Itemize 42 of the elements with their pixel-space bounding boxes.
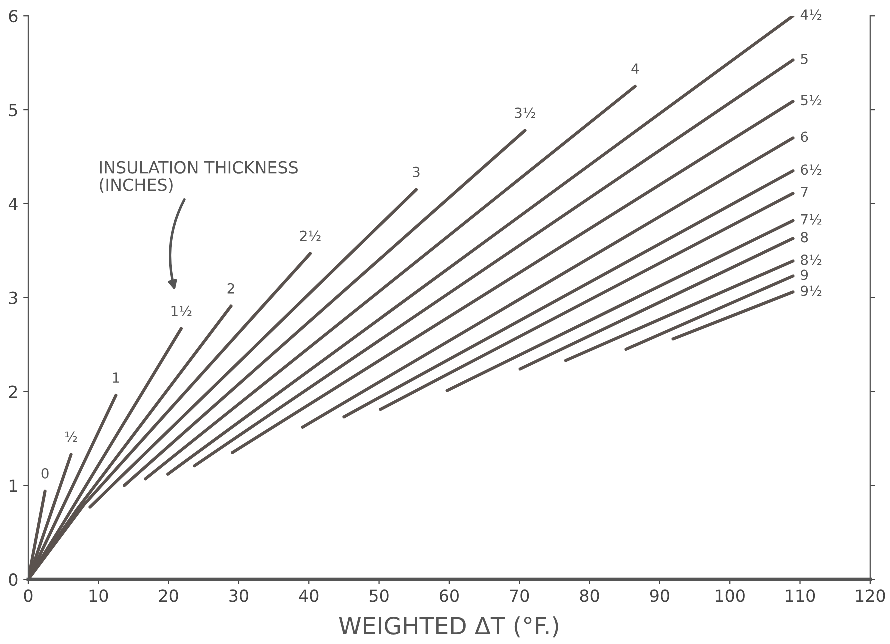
series-label: 3 [413,166,420,178]
series-label: 8½ [801,254,822,266]
y-tick-label: 4 [8,198,18,210]
series-label: 1 [113,372,120,383]
x-tick-label: 60 [440,590,459,602]
x-tick-label: 100 [716,590,745,602]
x-tick-label: 30 [230,590,248,602]
x-axis-title: WEIGHTED ΔT (°F.) [339,616,558,638]
series-label: 1½ [172,306,192,316]
y-tick-label: 2 [9,386,18,398]
series-label: 6 [801,132,808,142]
y-tick-label: 6 [9,10,18,23]
y-tick-label: 0 [9,574,18,586]
x-tick-label: 20 [159,590,178,602]
series-label: 7½ [801,214,822,225]
series-label: 4½ [800,10,822,20]
series-label: 4 [632,64,640,74]
x-tick-label: 90 [650,590,670,602]
annotation: INSULATION THICKNESS (INCHES) [100,161,298,194]
series-label: 9 [801,270,808,280]
x-tick-label: 0 [24,590,33,602]
series-label: 2 [228,283,234,294]
x-tick-label: 110 [786,590,816,602]
series-label: 5½ [801,95,822,106]
series-label: 8 [801,232,808,243]
y-tick-label: 5 [9,104,18,117]
series-label: 0 [42,468,49,479]
series-label: 7 [801,187,808,198]
x-tick-label: 10 [90,590,108,602]
x-tick-label: 40 [299,590,319,602]
y-tick-label: 1 [10,480,18,492]
x-tick-label: 80 [580,590,600,602]
x-tick-label: 70 [510,590,530,602]
series-label: ½ [65,432,78,442]
y-tick-label: 3 [9,292,18,304]
series-label: 5 [801,54,808,64]
x-tick-label: 50 [370,590,389,602]
series-label: 3½ [515,108,536,118]
series-label: 9½ [801,286,822,296]
x-tick-label: 120 [856,590,886,602]
series-label: 2½ [300,230,321,242]
series-label: 6½ [801,164,822,176]
